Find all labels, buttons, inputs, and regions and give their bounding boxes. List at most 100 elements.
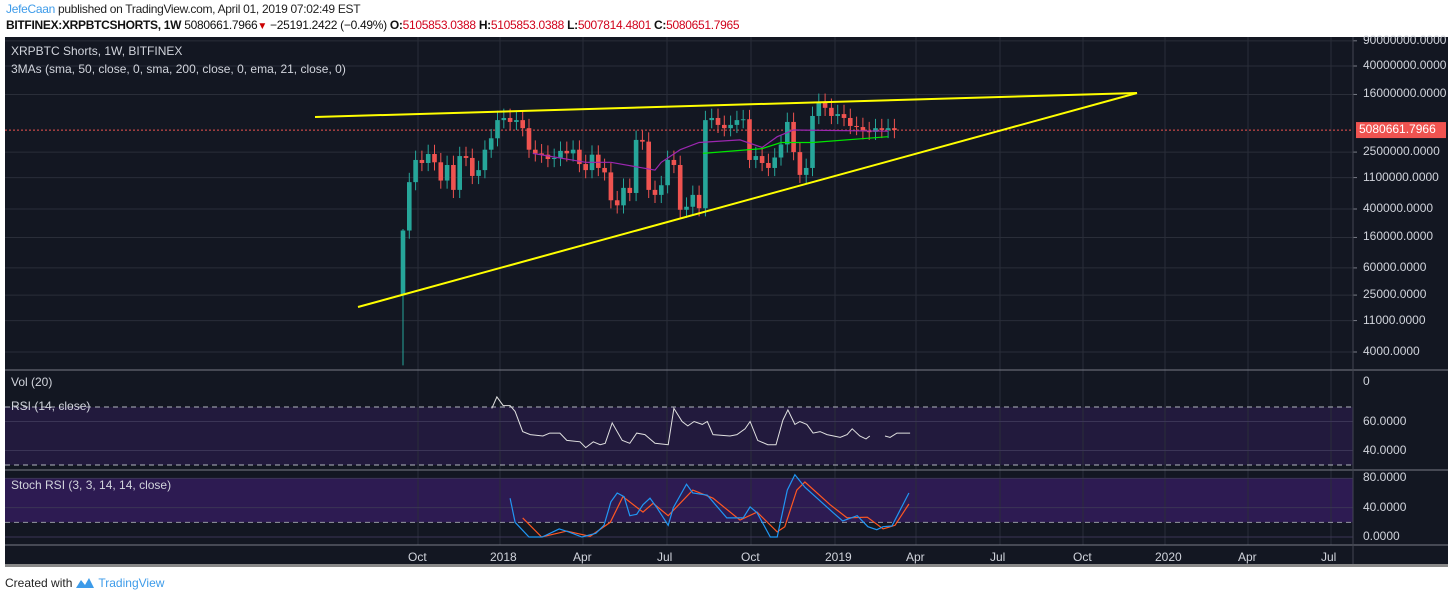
candle-body [753, 156, 759, 160]
candle-body [602, 167, 607, 173]
symbol-name: BITFINEX:XRPBTCSHORTS, 1W [6, 18, 182, 32]
price-axis-label: 40000000.0000 [1363, 57, 1447, 72]
candle-body [696, 194, 702, 209]
candle-body [608, 172, 614, 201]
high-value: 5105853.0388 [490, 18, 565, 32]
time-axis-label: 2019 [825, 550, 852, 564]
candle-body [677, 164, 683, 210]
candle-body [614, 200, 620, 206]
close-value: 5080651.7965 [666, 18, 740, 32]
candle-body [841, 114, 847, 118]
rsi-line [491, 395, 871, 449]
candle-body [558, 150, 563, 158]
volume-legend[interactable]: Vol (20) [11, 375, 53, 389]
high-label: H: [478, 18, 491, 32]
candle-body [652, 189, 658, 195]
support-trendline [357, 92, 1138, 308]
price-axis-label: 2500000.0000 [1363, 144, 1440, 159]
price-axis-label: 160000.0000 [1363, 229, 1434, 244]
time-axis-label: Jul [657, 550, 673, 564]
candle-body [734, 120, 740, 125]
candle-body [507, 117, 513, 122]
candle-body [463, 156, 469, 158]
author-link[interactable]: JefeCaan [6, 2, 55, 16]
ema21-line [532, 129, 889, 171]
stoch-k-line [509, 473, 910, 538]
sma50-line [702, 136, 889, 154]
candle-body [791, 121, 796, 153]
candle-body [640, 139, 645, 142]
price-axis-label: 16000000.0000 [1363, 86, 1447, 101]
candle-body [425, 154, 431, 163]
candle-body [885, 128, 891, 130]
symbol-info: BITFINEX:XRPBTCSHORTS, 1W 5080661.7966▼ … [6, 18, 740, 32]
candle-body [659, 185, 664, 195]
candle-body [709, 117, 714, 121]
tradingview-link[interactable]: TradingView [98, 576, 165, 590]
time-axis-label: Oct [741, 550, 760, 564]
stoch-axis-label: 80.0000 [1363, 470, 1407, 485]
resistance-trendline [314, 92, 1138, 118]
candle-body [703, 120, 708, 209]
time-axis-label: 2018 [490, 550, 517, 564]
candle-body [797, 152, 803, 175]
candle-body [848, 117, 853, 126]
candle-body [451, 164, 456, 190]
candle-body [866, 131, 872, 133]
open-value: 5105853.0388 [402, 18, 476, 32]
candle-body [816, 102, 822, 116]
candle-body [495, 120, 500, 139]
candle-body [533, 149, 538, 154]
candle-body [419, 159, 425, 163]
candle-body [690, 194, 696, 207]
low-value: 5007814.4801 [577, 18, 651, 32]
candle-body [577, 149, 582, 165]
candle-body [728, 124, 733, 129]
price-badge-bg [1356, 122, 1446, 139]
tradingview-logo-icon [76, 578, 95, 588]
stoch-d-line [522, 481, 910, 538]
candle-body [570, 149, 576, 154]
candle-body [596, 154, 601, 168]
candle-body [583, 164, 588, 171]
rsi-line [884, 432, 911, 438]
candle-body [407, 182, 412, 231]
low-label: L: [567, 18, 578, 32]
volume-axis-label: 0 [1363, 374, 1370, 388]
candle-body [501, 117, 507, 121]
chart-title: XRPBTC Shorts, 1W, BITFINEX [11, 44, 183, 58]
candle-body [545, 154, 551, 160]
candle-body [470, 157, 475, 176]
candle-body [438, 162, 444, 181]
candle-body [873, 128, 878, 132]
candle-body [740, 119, 746, 121]
candle-body [766, 162, 771, 168]
candle-body [715, 117, 721, 125]
candle-body [627, 187, 633, 193]
close-label: C: [654, 18, 667, 32]
candle-body [482, 149, 488, 171]
candle-body [551, 157, 557, 160]
candle-body [539, 153, 544, 155]
candle-body [722, 124, 727, 129]
time-axis-label: 2020 [1155, 550, 1182, 564]
open-label: O: [389, 18, 403, 32]
publish-text: published on TradingView.com, April 01, … [58, 2, 361, 16]
chart-area[interactable]: XRPBTC Shorts, 1W, BITFINEX 3MAs (sma, 5… [5, 33, 1448, 567]
stoch-axis-label: 0.0000 [1363, 529, 1400, 543]
ma-legend[interactable]: 3MAs (sma, 50, close, 0, sma, 200, close… [11, 62, 346, 76]
candle-body [829, 107, 834, 116]
rsi-legend[interactable]: RSI (14, close) [11, 399, 91, 413]
price-axis-label: 1100000.0000 [1363, 169, 1439, 184]
rsi-axis-label: 60.0000 [1363, 413, 1407, 428]
candle-body [488, 138, 494, 150]
price-axis-label: 4000.0000 [1363, 343, 1420, 358]
stoch-rsi-legend[interactable]: Stoch RSI (3, 3, 14, 14, close) [11, 478, 172, 492]
candle-body [665, 159, 670, 186]
candle-body [432, 154, 437, 163]
current-price-badge: 5080661.7966 [1359, 122, 1436, 137]
price-axis-label: 60000.0000 [1363, 259, 1427, 274]
candle-body [860, 127, 866, 132]
chart-canvas[interactable] [5, 37, 1448, 567]
footer: Created with TradingView [5, 576, 164, 590]
